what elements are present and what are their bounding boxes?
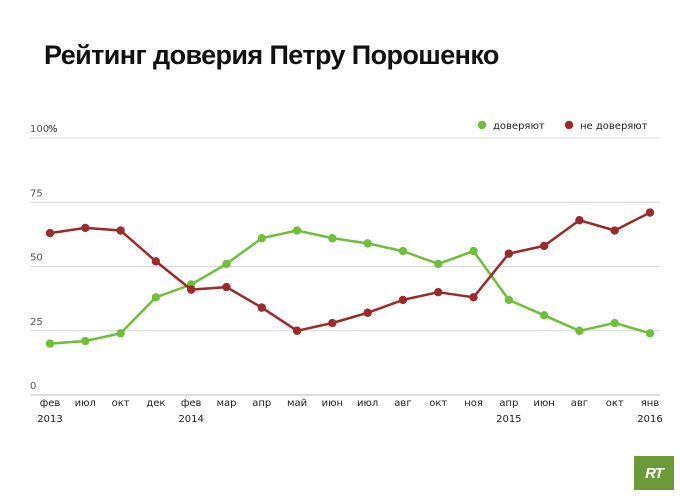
data-point bbox=[81, 336, 90, 346]
data-point bbox=[222, 259, 231, 269]
legend-marker bbox=[564, 120, 574, 130]
x-tick-label: фев bbox=[181, 398, 202, 409]
data-point bbox=[363, 239, 372, 248]
data-point bbox=[363, 308, 372, 317]
data-point bbox=[469, 293, 478, 302]
x-year-label: 2015 bbox=[496, 414, 521, 425]
legend-label: доверяют bbox=[493, 121, 545, 132]
y-tick-label: 50 bbox=[30, 253, 43, 264]
x-year-label: 2013 bbox=[37, 414, 62, 425]
data-point bbox=[116, 226, 125, 235]
x-tick-label: апр bbox=[499, 398, 518, 409]
data-point bbox=[398, 295, 408, 305]
x-tick-label: июн bbox=[322, 398, 343, 409]
x-tick-label: окт bbox=[606, 398, 624, 409]
x-tick-label: июл bbox=[357, 398, 378, 409]
data-point bbox=[222, 282, 231, 292]
x-tick-label: авг bbox=[571, 398, 588, 409]
data-point bbox=[434, 288, 443, 297]
data-point bbox=[257, 234, 266, 243]
series-lines bbox=[45, 208, 655, 348]
x-tick-label: мар bbox=[216, 398, 236, 409]
y-tick-label: 25 bbox=[30, 317, 43, 328]
x-tick-label: янв bbox=[641, 398, 660, 409]
x-tick-label: май bbox=[287, 398, 307, 409]
y-tick-label: 0 bbox=[30, 381, 36, 392]
data-point bbox=[645, 329, 655, 338]
data-point bbox=[575, 216, 584, 225]
x-tick-label: окт bbox=[429, 398, 447, 409]
y-unit-label: % bbox=[48, 124, 58, 135]
data-point bbox=[328, 234, 337, 243]
data-point bbox=[328, 318, 337, 328]
x-tick-label: фев bbox=[40, 398, 61, 409]
data-point bbox=[292, 326, 302, 335]
data-point bbox=[504, 249, 514, 258]
data-point bbox=[575, 326, 584, 335]
x-axis-ticks: фев 2013 июл окт дек фев 2014 мар апр май июн июл ав… bbox=[37, 398, 662, 425]
data-point bbox=[45, 339, 55, 348]
x-tick-label: июн bbox=[533, 398, 554, 409]
chart-title: Рейтинг доверия Петру Порошенко bbox=[44, 40, 499, 70]
data-point bbox=[186, 285, 196, 294]
data-point bbox=[292, 226, 302, 235]
y-tick-label: 75 bbox=[30, 188, 43, 199]
rt-logo: RT bbox=[634, 456, 674, 490]
data-point bbox=[645, 208, 655, 217]
legend: доверяют не доверяют bbox=[477, 120, 648, 132]
data-point bbox=[539, 241, 549, 251]
series-line-trust bbox=[49, 229, 651, 345]
x-year-label: 2014 bbox=[178, 414, 203, 425]
data-point bbox=[610, 226, 619, 235]
series-line-distrust bbox=[49, 211, 651, 333]
x-tick-label: окт bbox=[112, 398, 130, 409]
x-tick-label: апр bbox=[252, 398, 271, 409]
x-year-label: 2016 bbox=[637, 414, 662, 425]
x-tick-label: авг bbox=[394, 398, 411, 409]
y-tick-label: 100 bbox=[30, 124, 49, 135]
data-point bbox=[151, 257, 161, 266]
data-point bbox=[539, 311, 549, 320]
data-point bbox=[45, 228, 55, 238]
logo-text: RT bbox=[645, 464, 664, 482]
data-point bbox=[81, 223, 90, 233]
y-axis-ticks: 100 75 50 25 0% bbox=[30, 124, 58, 392]
data-point bbox=[151, 293, 161, 302]
x-tick-label: дек bbox=[146, 398, 165, 409]
grid-lines bbox=[30, 137, 660, 396]
x-tick-label: июл bbox=[75, 398, 96, 409]
data-point bbox=[610, 318, 619, 328]
x-tick-label: ноя bbox=[464, 398, 483, 409]
data-point bbox=[469, 246, 478, 256]
data-point bbox=[504, 295, 514, 305]
legend-marker bbox=[477, 120, 487, 130]
data-point bbox=[434, 259, 443, 269]
data-point bbox=[398, 246, 408, 256]
legend-label: не доверяют bbox=[580, 121, 648, 132]
data-point bbox=[257, 303, 266, 312]
data-point bbox=[116, 329, 125, 338]
